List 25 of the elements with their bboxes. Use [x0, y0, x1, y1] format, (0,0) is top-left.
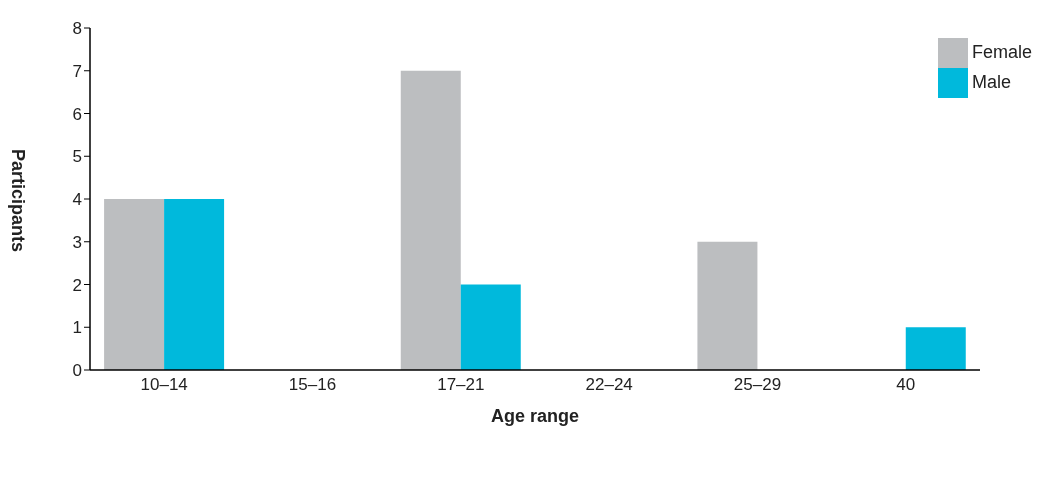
y-tick-label: 4	[72, 190, 82, 210]
bar	[460, 284, 521, 370]
x-tick-label: 17–21	[437, 375, 485, 395]
bar	[400, 70, 461, 370]
y-tick-label: 1	[72, 318, 82, 338]
y-tick-label: 5	[72, 147, 82, 167]
bar	[697, 241, 758, 370]
legend-label: Female	[972, 42, 1033, 63]
y-tick-label: 8	[72, 19, 82, 39]
y-axis-title: Participants	[7, 149, 28, 253]
y-tick-label: 0	[72, 361, 82, 381]
y-tick-label: 6	[72, 104, 82, 124]
x-tick-label: 25–29	[733, 375, 782, 395]
x-tick-label: 15–16	[288, 375, 337, 395]
x-tick-label: 22–24	[585, 375, 633, 395]
x-tick-label: 10–14	[140, 375, 188, 395]
x-axis-title: Age range	[490, 406, 580, 426]
legend-label: Male	[972, 72, 1012, 93]
bar	[905, 327, 966, 370]
x-tick-label: 40	[896, 375, 916, 395]
y-tick-label: 2	[72, 275, 82, 295]
bar	[164, 199, 225, 370]
y-tick-label: 3	[72, 232, 82, 252]
bar	[104, 199, 165, 370]
y-tick-label: 7	[72, 61, 82, 81]
